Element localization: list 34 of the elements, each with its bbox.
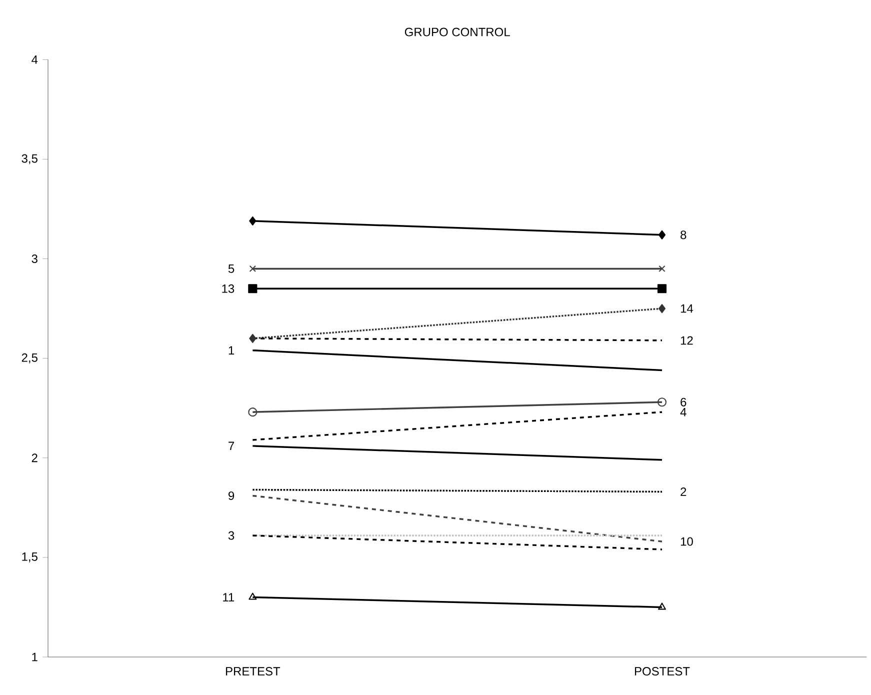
annotation: 9 bbox=[228, 491, 234, 500]
annotation: 7 bbox=[228, 442, 234, 450]
y-tick-label: 1 bbox=[32, 652, 38, 662]
point bbox=[248, 284, 258, 294]
annotation: 5 bbox=[228, 264, 234, 273]
annotation: 2 bbox=[680, 488, 686, 496]
annotation: 4 bbox=[680, 408, 686, 416]
annotation: 1 bbox=[228, 346, 234, 354]
annotation: 6 bbox=[680, 398, 686, 406]
annotation: 14 bbox=[680, 304, 694, 313]
y-tick-label: 3 bbox=[32, 254, 38, 264]
y-tick-label: 2,5 bbox=[22, 353, 38, 364]
x-tick-label: POSTEST bbox=[634, 667, 690, 676]
annotation: 11 bbox=[223, 593, 234, 602]
point bbox=[248, 408, 258, 417]
point bbox=[657, 284, 667, 294]
annotation: 13 bbox=[222, 284, 234, 293]
chart-title: GRUPO CONTROL bbox=[404, 28, 510, 36]
y-tick-label: 3,5 bbox=[22, 154, 38, 164]
y-tick-label: 4 bbox=[32, 56, 38, 64]
annotation: 12 bbox=[680, 336, 693, 345]
annotation: 10 bbox=[680, 537, 693, 546]
annotation: 3 bbox=[228, 531, 234, 540]
point bbox=[249, 265, 256, 272]
point bbox=[657, 398, 667, 407]
point bbox=[658, 230, 666, 240]
annotation: 8 bbox=[680, 230, 686, 240]
point bbox=[249, 216, 256, 226]
point bbox=[658, 265, 666, 272]
x-tick-label: PRETEST bbox=[226, 667, 280, 676]
point bbox=[249, 334, 256, 343]
y-tick-label: 1,5 bbox=[22, 552, 38, 562]
y-tick-label: 2 bbox=[32, 454, 38, 462]
point bbox=[658, 304, 666, 314]
